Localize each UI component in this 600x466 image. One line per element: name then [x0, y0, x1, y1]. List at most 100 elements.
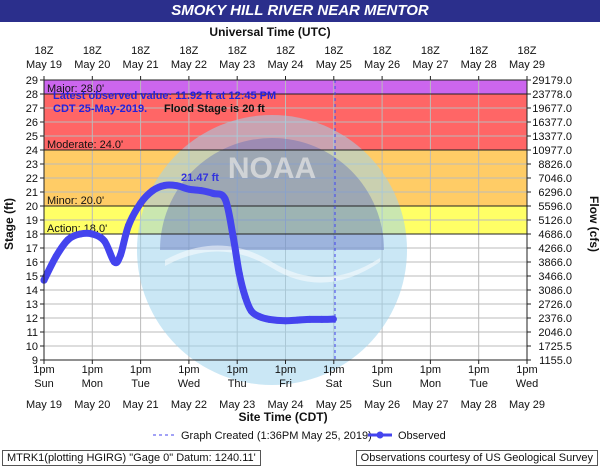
observed-point [306, 315, 314, 323]
top-axis-title: Universal Time (UTC) [209, 25, 330, 39]
stage-tick-label: 13 [26, 299, 38, 311]
flow-tick-label: 2376.0 [538, 313, 572, 325]
observed-line [40, 181, 337, 325]
flow-axis-ticks: 1155.0 1725.5 2046.0 2376.0 2726.0 3086.0 3466… [527, 75, 572, 367]
observed-point [318, 315, 326, 323]
observed-point [255, 313, 263, 321]
cdt-tick-day: Thu [228, 378, 247, 390]
cdt-tick-date: May 29 [509, 399, 545, 411]
flow-tick-label: 5596.0 [538, 201, 572, 213]
legend: Graph Created (1:36PM May 25, 2019) Obse… [153, 430, 446, 442]
observed-point [64, 236, 72, 244]
cdt-tick-time: 1pm [516, 364, 537, 376]
observed-point [265, 315, 273, 323]
observed-point [76, 230, 84, 238]
observed-point [229, 233, 237, 241]
cdt-tick-day: Sun [372, 378, 392, 390]
observed-point [137, 199, 145, 207]
flow-tick-label: 2726.0 [538, 299, 572, 311]
flow-tick-label: 29179.0 [532, 75, 572, 87]
stage-tick-label: 23 [26, 159, 38, 171]
observed-point [221, 195, 229, 203]
stage-tick-label: 29 [26, 75, 38, 87]
observed-point [209, 189, 217, 197]
stage-tick-label: 20 [26, 201, 38, 213]
observed-point [294, 316, 302, 324]
stage-tick-label: 21 [26, 187, 38, 199]
cdt-tick-time: 1pm [82, 364, 103, 376]
utc-tick-hour: 18Z [131, 45, 150, 57]
utc-tick-date: May 22 [171, 59, 207, 71]
stage-tick-label: 12 [26, 313, 38, 325]
flow-tick-label: 1155.0 [539, 355, 572, 367]
utc-tick-hour: 18Z [276, 45, 295, 57]
cdt-tick-time: 1pm [323, 364, 344, 376]
flow-tick-label: 3466.0 [538, 271, 572, 283]
stage-threshold-label: Major: 28.0' [47, 83, 104, 95]
stage-tick-label: 10 [26, 341, 38, 353]
flow-tick-label: 3086.0 [538, 285, 572, 297]
observed-point [110, 258, 118, 266]
flow-tick-label: 4266.0 [538, 243, 572, 255]
chart-title: SMOKY HILL RIVER NEAR MENTOR [0, 0, 600, 22]
cdt-tick-day: Mon [82, 378, 103, 390]
flow-tick-label: 3866.0 [538, 257, 572, 269]
observed-point [185, 185, 193, 193]
stage-tick-label: 22 [26, 173, 38, 185]
data-source-footer: Observations courtesy of US Geological S… [355, 450, 598, 466]
utc-tick-date: May 29 [509, 59, 545, 71]
cdt-tick-day: Tue [131, 378, 150, 390]
observed-point [100, 237, 108, 245]
cdt-tick-date: May 23 [219, 399, 255, 411]
cdt-tick-date: May 19 [26, 399, 62, 411]
cdt-tick-date: May 27 [412, 399, 448, 411]
peak-value-label: 21.47 ft [181, 172, 219, 184]
observed-point [247, 307, 255, 315]
observed-point [149, 187, 157, 195]
cdt-tick-date: May 20 [74, 399, 110, 411]
flow-tick-label: 6296.0 [538, 187, 572, 199]
utc-tick-date: May 21 [123, 59, 159, 71]
cdt-axis-ticks: 1pm Sun May 19 1pm Mon May 20 1pm Tue May 21 1pm W… [26, 360, 545, 411]
cdt-tick-day: Tue [469, 378, 488, 390]
observed-point [52, 252, 60, 260]
utc-tick-hour: 18Z [373, 45, 392, 57]
observed-point [116, 251, 124, 259]
stage-tick-label: 26 [26, 117, 38, 129]
cdt-tick-date: May 25 [316, 399, 352, 411]
stage-tick-label: 17 [26, 243, 38, 255]
bottom-axis-title: Site Time (CDT) [238, 410, 327, 424]
flow-tick-label: 5126.0 [538, 215, 572, 227]
cdt-tick-time: 1pm [33, 364, 54, 376]
utc-tick-date: May 26 [364, 59, 400, 71]
cdt-tick-date: May 28 [461, 399, 497, 411]
stage-tick-label: 28 [26, 89, 38, 101]
noaa-watermark: NOAA [137, 115, 407, 385]
latest-observation-annotation: Latest observed value: 11.92 ft at 12:45… [53, 90, 276, 115]
stage-tick-label: 16 [26, 257, 38, 269]
utc-tick-hour: 18Z [421, 45, 440, 57]
cdt-tick-day: Sat [326, 378, 343, 390]
stage-tick-label: 25 [26, 131, 38, 143]
observed-series [40, 181, 337, 325]
utc-tick-hour: 18Z [83, 45, 102, 57]
stage-threshold-label: Minor: 20.0' [47, 195, 104, 207]
utc-tick-hour: 18Z [228, 45, 247, 57]
observed-point [329, 315, 337, 323]
right-axis-title: Flow (cfs) [587, 196, 600, 252]
cdt-tick-date: May 22 [171, 399, 207, 411]
observed-point [235, 269, 243, 277]
legend-created-label: Graph Created (1:36PM May 25, 2019) [181, 430, 372, 442]
utc-tick-date: May 20 [74, 59, 110, 71]
svg-text:NOAA: NOAA [228, 152, 316, 185]
cdt-tick-time: 1pm [420, 364, 441, 376]
cdt-tick-time: 1pm [468, 364, 489, 376]
cdt-tick-date: May 21 [123, 399, 159, 411]
cdt-tick-time: 1pm [226, 364, 247, 376]
stage-tick-label: 18 [26, 229, 38, 241]
flow-tick-label: 2046.0 [538, 327, 572, 339]
flow-tick-label: 1725.5 [538, 341, 572, 353]
left-axis-title: Stage (ft) [2, 198, 16, 250]
flow-tick-label: 8826.0 [538, 159, 572, 171]
